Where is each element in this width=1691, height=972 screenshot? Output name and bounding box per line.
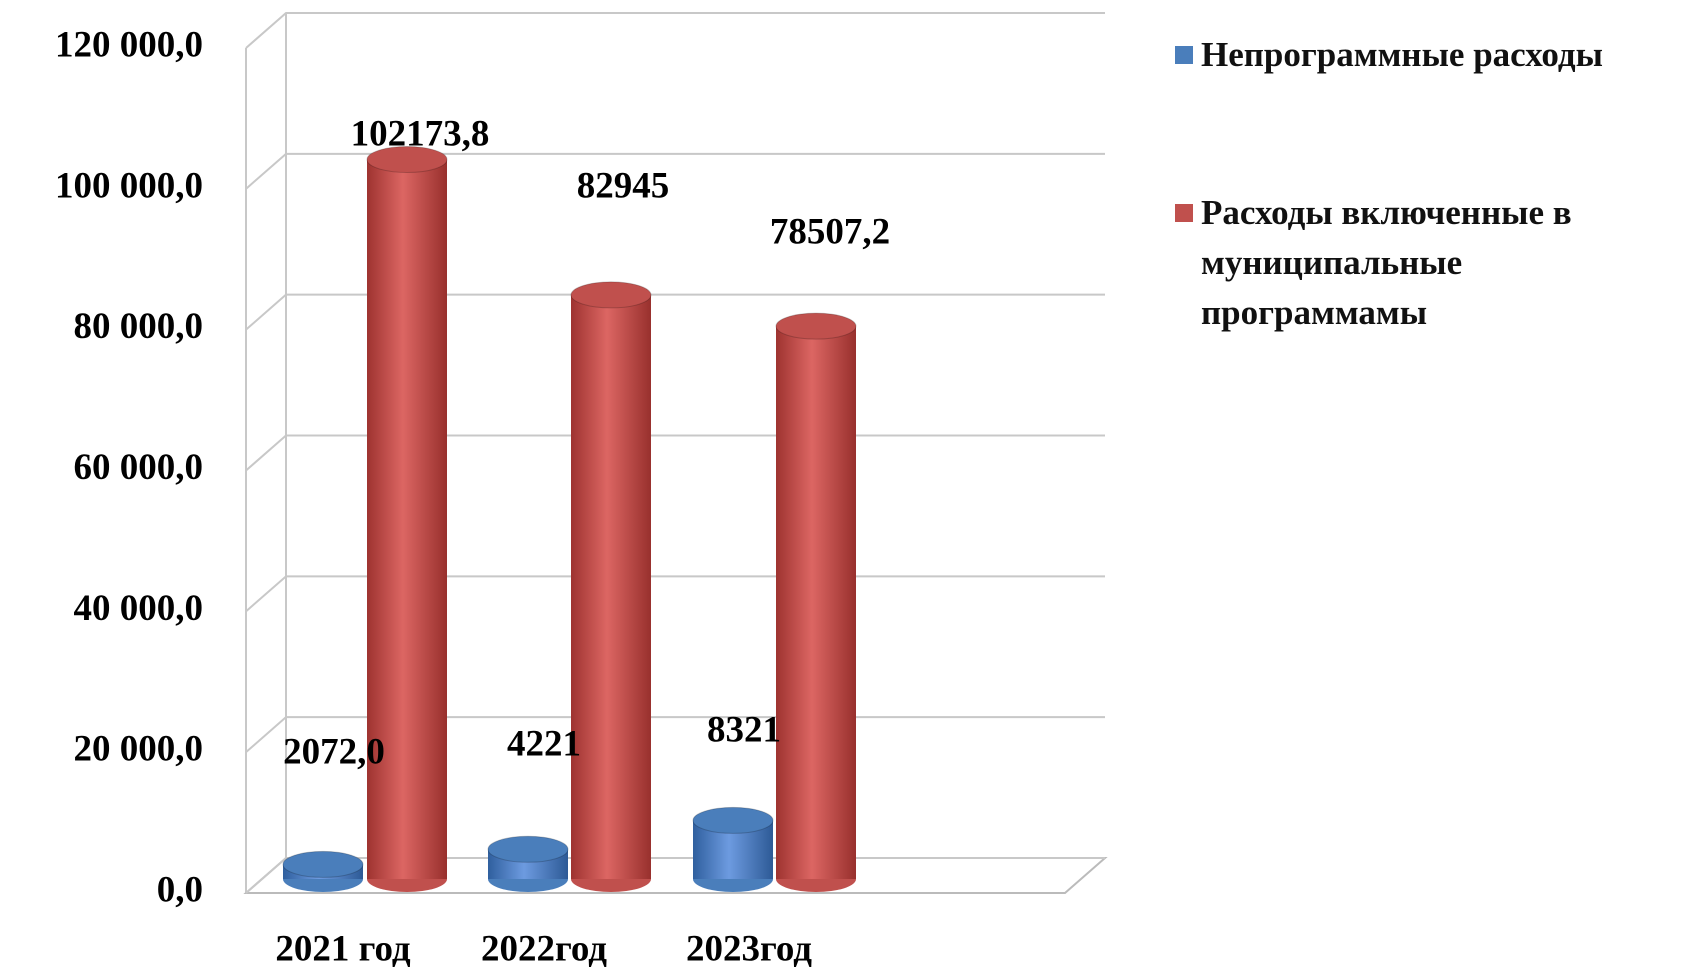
y-tick-label: 80 000,0 <box>74 306 204 347</box>
y-tick-label: 120 000,0 <box>55 24 203 65</box>
cylinder-top <box>366 146 448 174</box>
value-label: 82945 <box>577 165 670 206</box>
grid-line <box>245 12 1105 49</box>
y-tick-label: 100 000,0 <box>55 165 203 206</box>
cylinder-top <box>570 281 652 309</box>
value-label: 78507,2 <box>770 211 890 252</box>
legend-label: Непрограммные расходы <box>1201 35 1603 74</box>
cylinder-top <box>282 850 364 878</box>
value-label: 102173,8 <box>351 113 490 154</box>
value-label: 8321 <box>707 709 781 750</box>
legend-item: Расходы включенные в муниципальные прогр… <box>1175 188 1641 338</box>
value-label: 2072,0 <box>283 731 385 772</box>
grid-line <box>245 293 1105 331</box>
cylinder-top <box>775 312 857 340</box>
grid-line <box>245 152 1105 190</box>
y-tick-label: 60 000,0 <box>74 447 204 488</box>
cylinder-top <box>487 835 569 863</box>
legend-item: Непрограммные расходы <box>1175 30 1603 80</box>
x-tick-label: 2023год <box>686 928 812 969</box>
x-tick-label: 2022год <box>481 928 607 969</box>
legend-swatch <box>1175 204 1193 222</box>
value-label: 4221 <box>507 723 581 764</box>
legend-swatch <box>1175 46 1193 64</box>
x-tick-label: 2021 год <box>275 928 411 969</box>
y-tick-label: 40 000,0 <box>74 588 204 629</box>
bar <box>367 159 447 880</box>
legend-label: Расходы включенные в муниципальные прогр… <box>1201 193 1572 332</box>
bar <box>571 294 651 879</box>
y-tick-label: 20 000,0 <box>74 729 204 770</box>
cylinder-top <box>692 806 774 834</box>
y-tick-label: 0,0 <box>157 869 203 910</box>
bar <box>776 326 856 879</box>
